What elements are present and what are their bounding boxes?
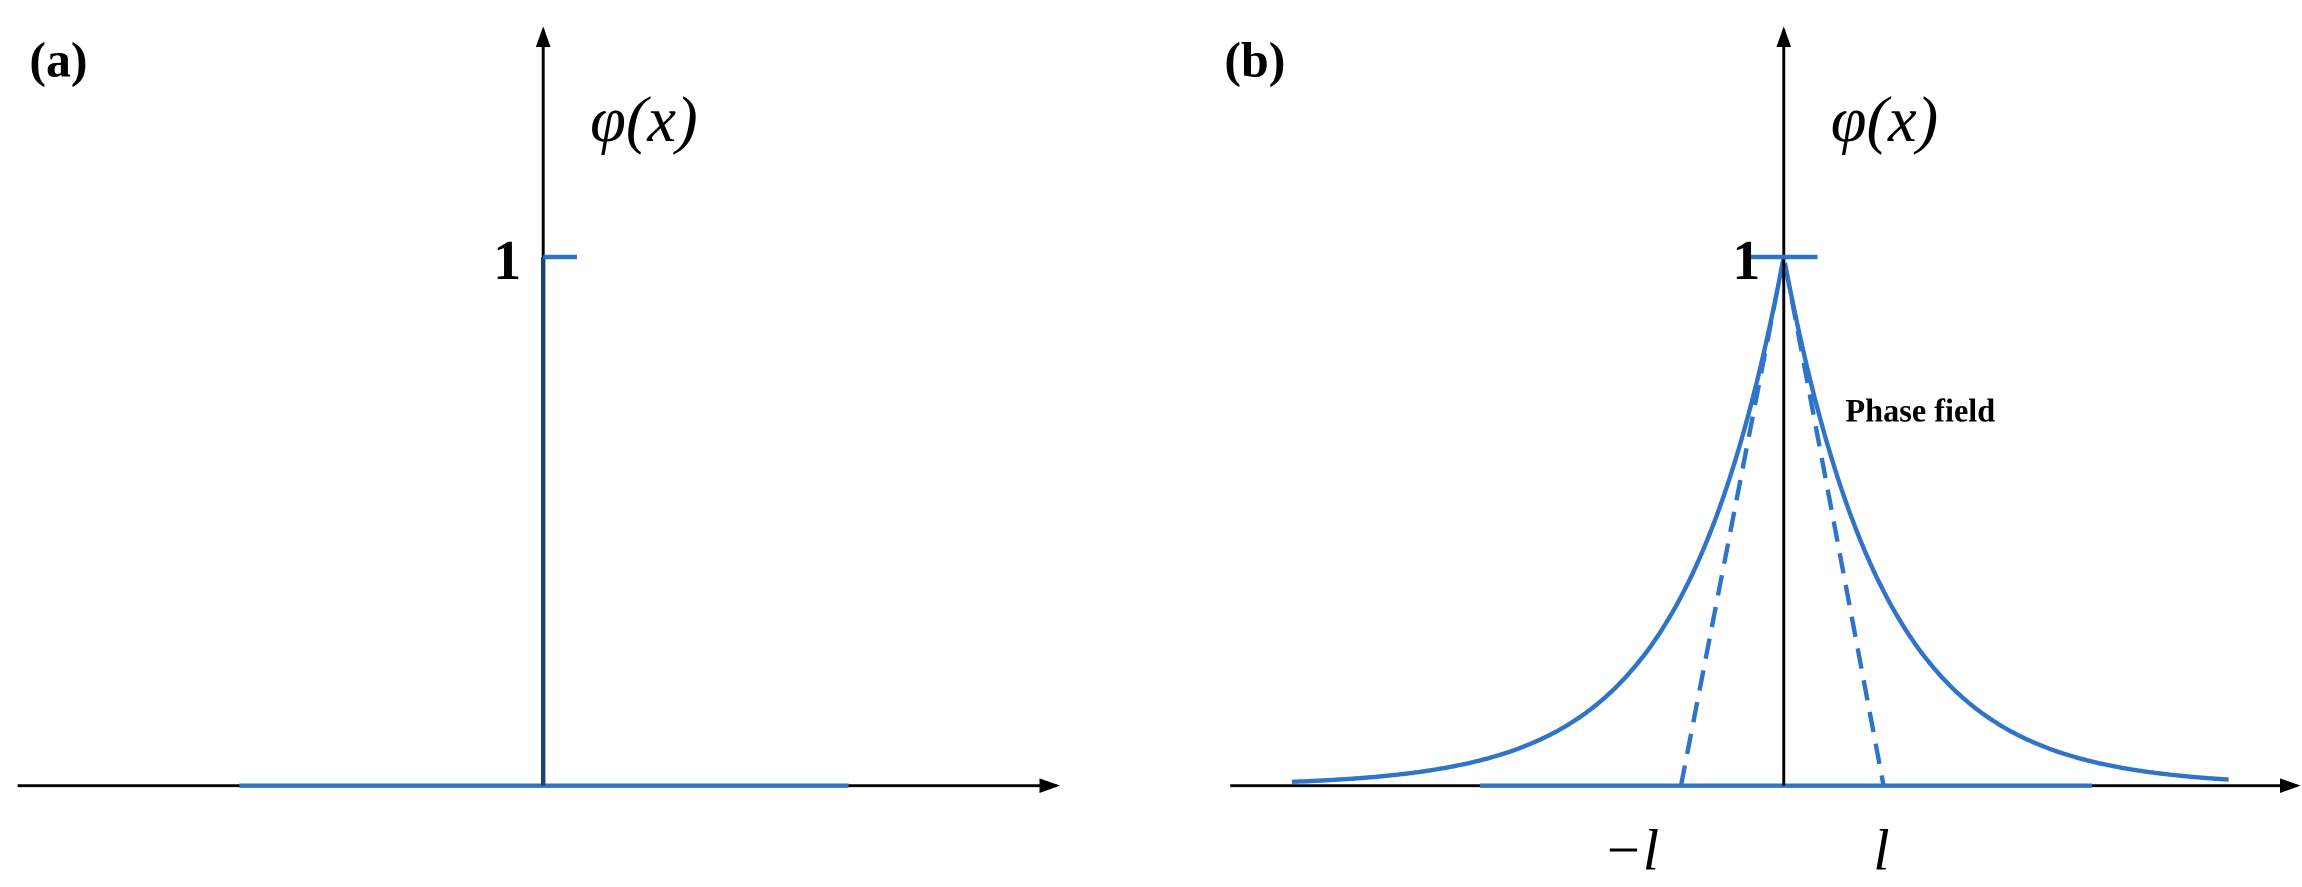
panel-label: (a) [29, 32, 87, 87]
tick-label: 1 [1732, 230, 1760, 292]
tick-label: 1 [493, 230, 521, 292]
panel-a: (a) φ(x) 1 [17, 26, 1060, 794]
panel-b: (b) φ(x) 1 Phase field −l l [1224, 26, 2301, 882]
curve-label: Phase field [1845, 392, 1995, 428]
axis-label: φ(x) [590, 83, 697, 155]
panel-label: (b) [1224, 32, 1285, 87]
axis-label: φ(x) [1831, 83, 1938, 155]
linear-profile [1678, 256, 1886, 787]
x-tick-label: −l [1603, 817, 1659, 882]
phase-field-curve [1291, 262, 2229, 785]
x-tick-label: l [1873, 817, 1889, 882]
